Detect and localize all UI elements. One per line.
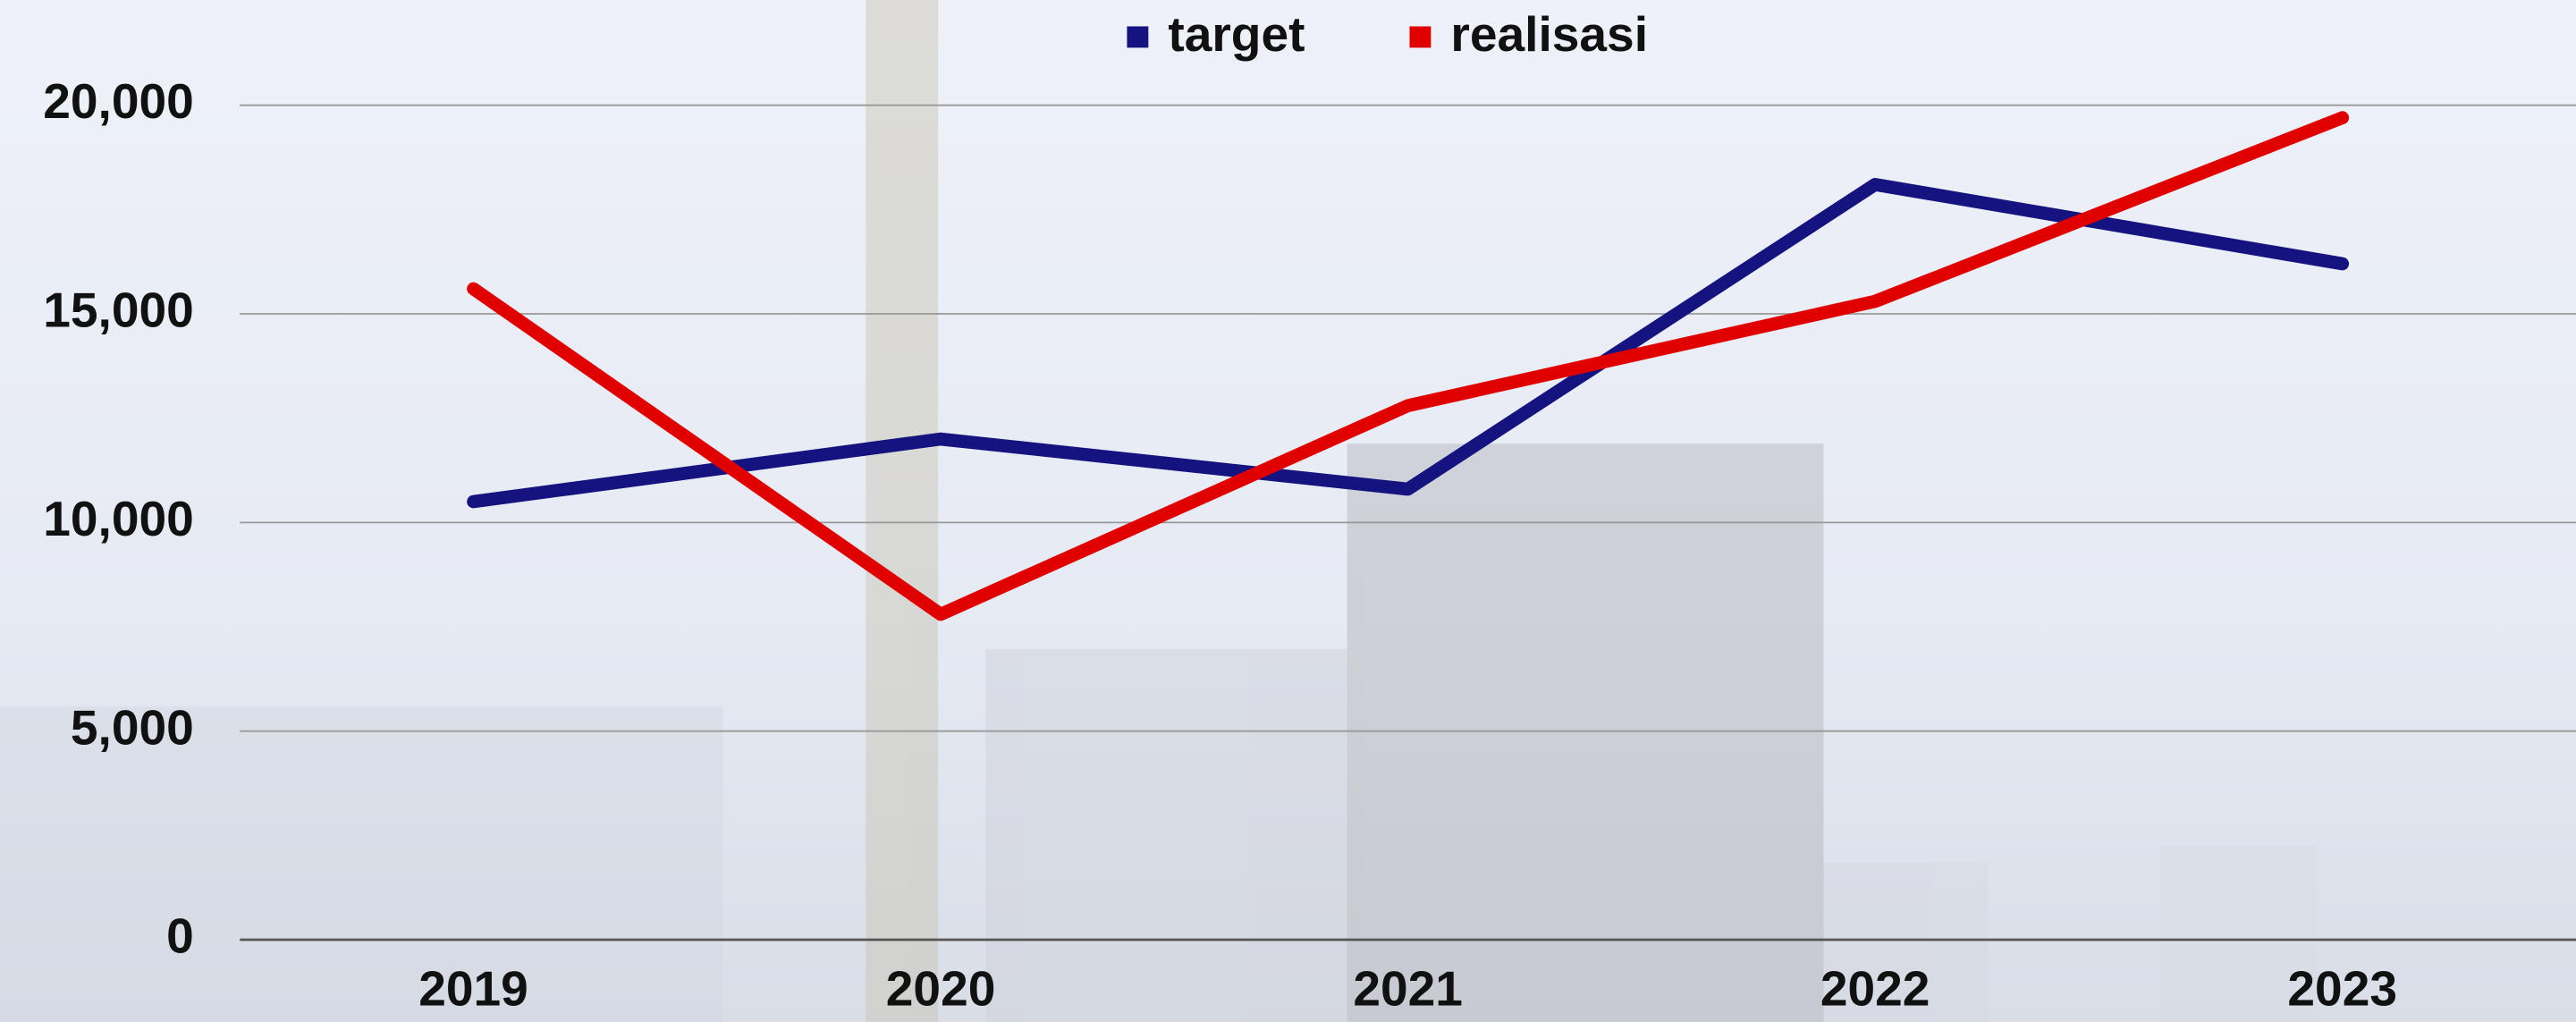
- x-tick-label: 2019: [418, 960, 528, 1016]
- series-line: [467, 177, 2350, 509]
- x-tick-label: 2021: [1353, 960, 1463, 1016]
- legend-marker: [1127, 26, 1149, 48]
- x-tick-label: 2023: [2287, 960, 2397, 1016]
- legend-label: realisasi: [1450, 6, 1648, 62]
- y-tick-label: 10,000: [43, 491, 194, 546]
- legend-marker: [1409, 26, 1432, 48]
- y-tick-label: 20,000: [43, 73, 194, 129]
- y-tick-label: 0: [166, 908, 194, 964]
- y-tick-label: 15,000: [43, 283, 194, 338]
- series-line: [467, 111, 2350, 621]
- background-scene: [0, 0, 2317, 1022]
- x-tick-label: 2022: [1820, 960, 1930, 1016]
- y-tick-label: 5,000: [71, 699, 194, 755]
- x-tick-label: 2020: [886, 960, 996, 1016]
- legend-label: target: [1168, 6, 1305, 62]
